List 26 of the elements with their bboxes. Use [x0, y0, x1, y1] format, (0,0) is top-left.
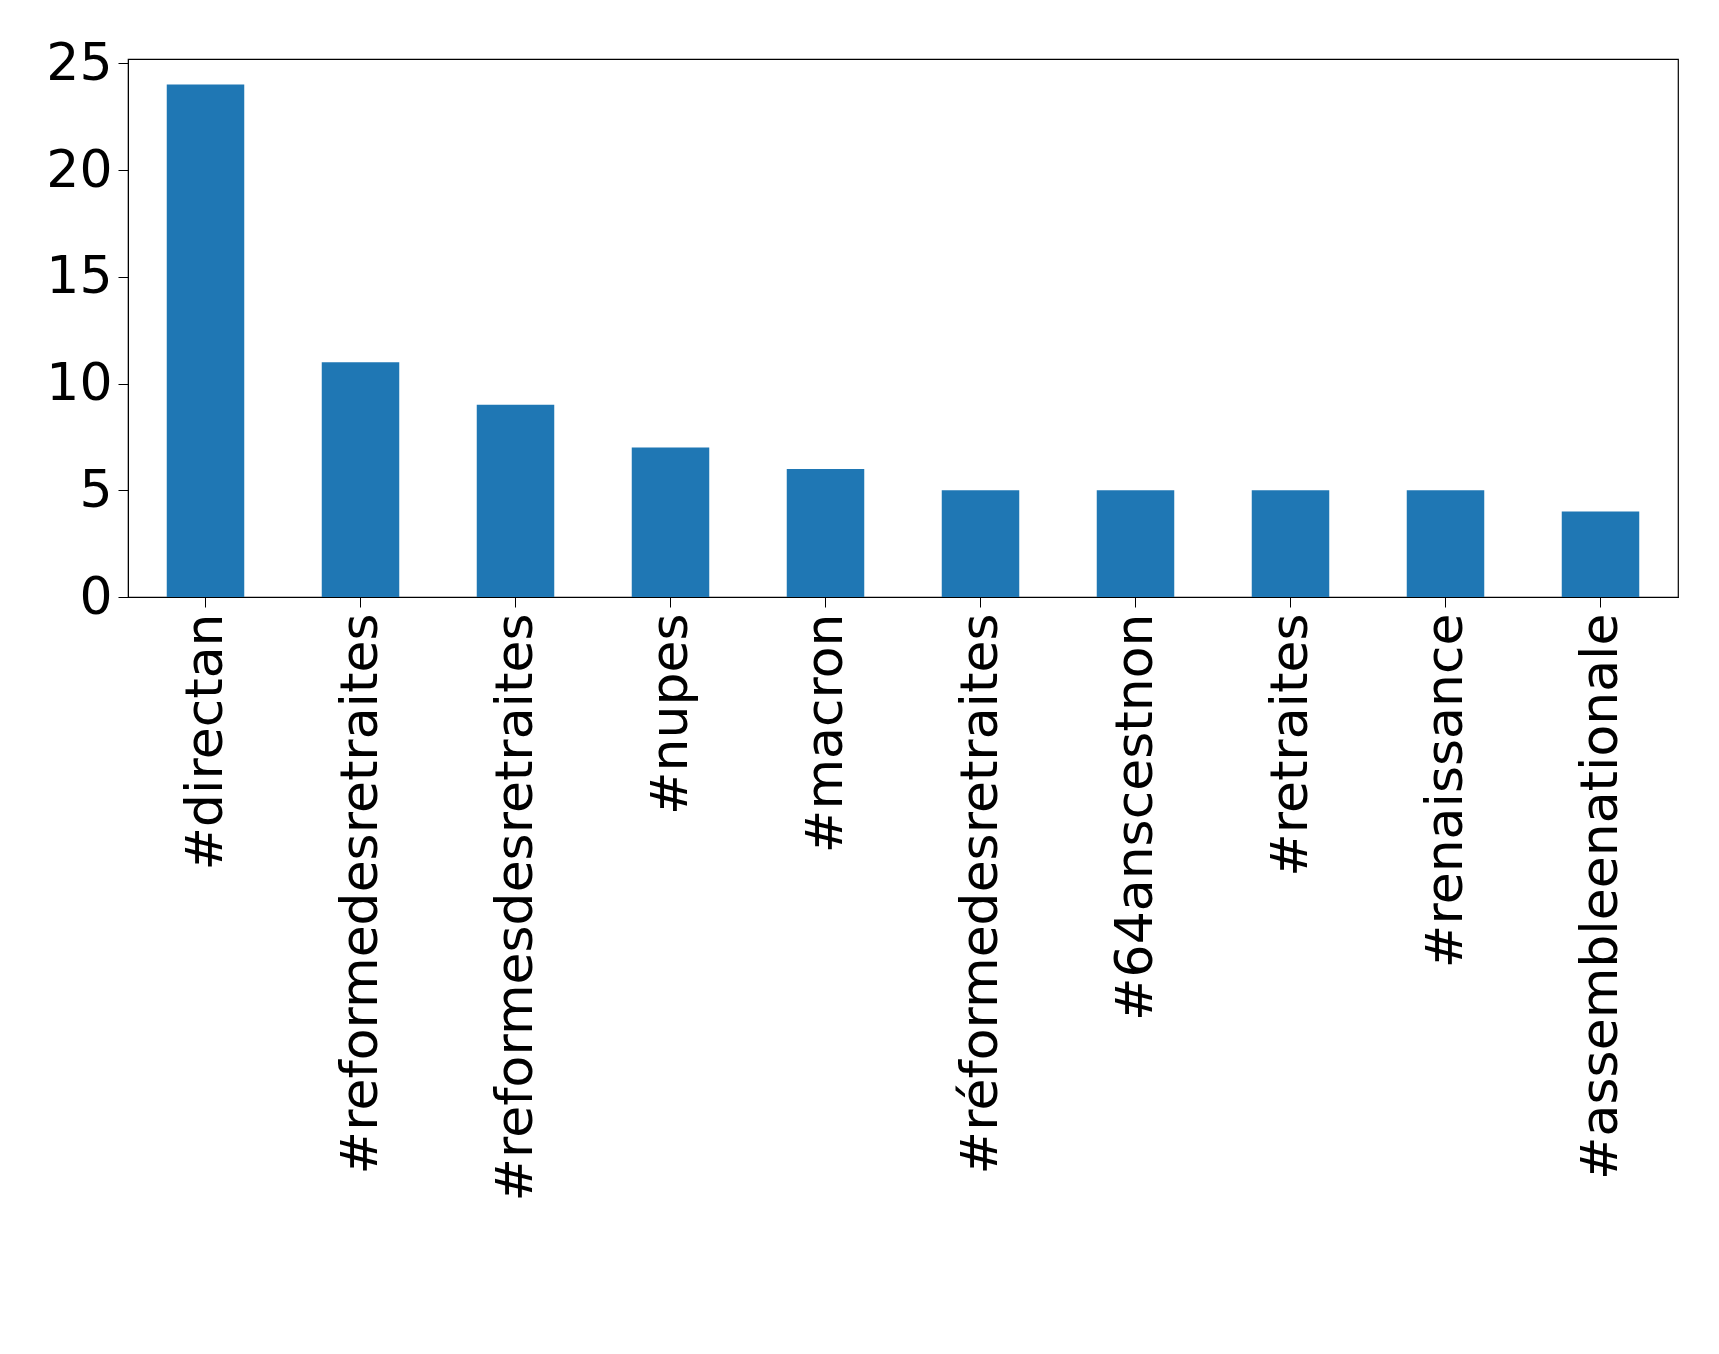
- x-tick-label: #assembleenationale: [1568, 613, 1629, 1180]
- y-tick-label: 5: [79, 458, 113, 519]
- x-tick-label: #directan: [173, 613, 234, 871]
- bar: [631, 447, 710, 597]
- x-tick-label: #64anscestnon: [1103, 613, 1164, 1021]
- x-tick-label: #nupes: [638, 613, 699, 816]
- y-tick-label: 15: [46, 245, 113, 306]
- x-tick-label: #reformedesretraites: [328, 613, 389, 1175]
- x-tick-label: #retraites: [1258, 613, 1319, 877]
- bar: [1406, 490, 1485, 597]
- y-tick-label: 0: [79, 565, 113, 626]
- y-tick-label: 10: [46, 352, 113, 413]
- y-tick-label: 20: [46, 138, 113, 199]
- bar: [941, 490, 1020, 597]
- x-tick-label: #reformesdesretraites: [483, 613, 544, 1202]
- x-tick-label: #macron: [793, 613, 854, 854]
- bar: [321, 362, 400, 597]
- bar: [166, 84, 245, 597]
- bar: [1096, 490, 1175, 597]
- x-tick-label: #réformedesretraites: [948, 613, 1009, 1175]
- bar: [1561, 511, 1640, 597]
- bar: [1251, 490, 1330, 597]
- y-tick-label: 25: [46, 31, 113, 92]
- bar: [786, 468, 865, 597]
- x-tick-label: #renaissance: [1413, 613, 1474, 969]
- bar: [476, 404, 555, 597]
